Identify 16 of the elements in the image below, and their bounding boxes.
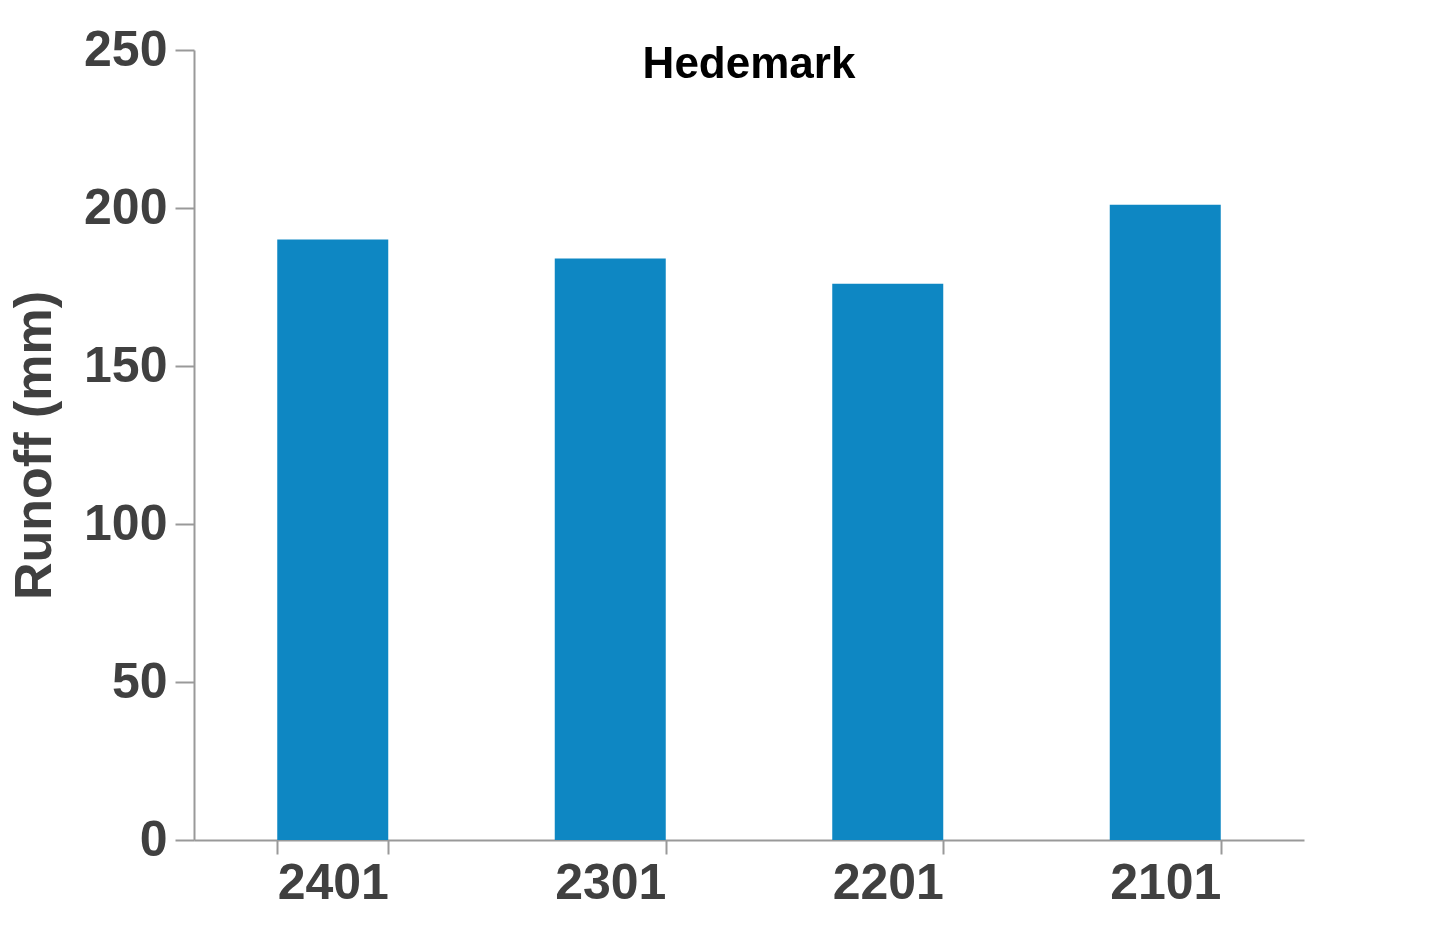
bar	[277, 239, 389, 840]
bar	[832, 283, 944, 840]
chart-title: Hedemark	[642, 38, 856, 87]
y-tick-label: 100	[84, 494, 168, 551]
y-axis-title: Runoff (mm)	[4, 290, 63, 601]
bar	[554, 258, 666, 840]
x-tick-label: 2201	[832, 853, 944, 910]
y-tick-label: 150	[84, 336, 168, 393]
y-tick-label: 250	[84, 20, 168, 77]
y-tick-label: 50	[111, 652, 168, 709]
x-tick-label: 2101	[1110, 853, 1222, 910]
y-tick-label: 200	[84, 178, 168, 235]
bar	[1109, 204, 1221, 840]
x-tick-label: 2301	[555, 853, 667, 910]
y-tick-label: 0	[139, 810, 168, 867]
x-tick-label: 2401	[277, 853, 389, 910]
